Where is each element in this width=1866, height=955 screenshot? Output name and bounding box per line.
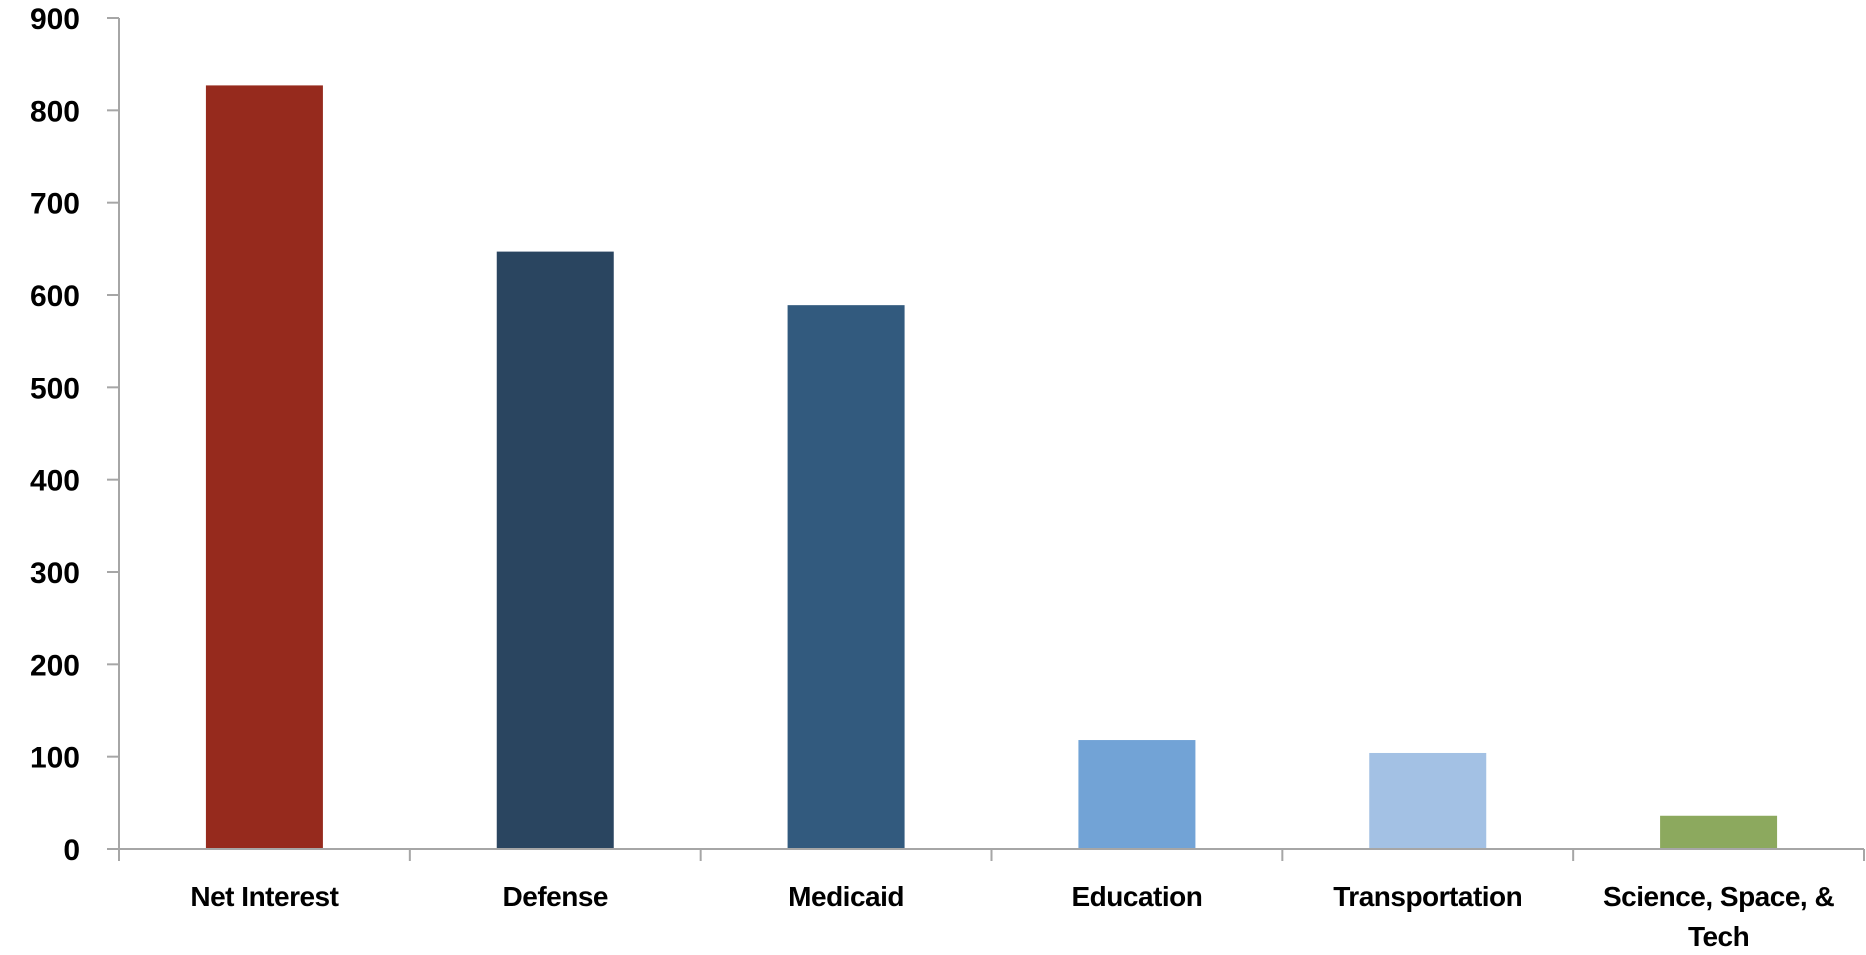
x-category-label: Science, Space, & [1603,881,1834,912]
x-category-label: Education [1071,881,1202,912]
y-tick-label: 900 [30,3,80,36]
y-tick-label: 0 [63,834,80,867]
bar-education [1078,740,1196,849]
y-tick-label: 100 [30,742,80,775]
y-tick-label: 200 [30,649,80,682]
bar-defense [496,251,614,849]
y-axis: 0 100 200 300 400 500 600 700 800 900 [30,3,120,867]
y-tick-label: 400 [30,465,80,498]
y-tick-label: 700 [30,188,80,221]
bar-science-space-tech [1660,815,1778,849]
x-category-label: Defense [503,881,608,912]
x-category-label: Tech [1688,921,1749,952]
x-axis: Net Interest Defense Medicaid Education Tran… [118,848,1865,952]
y-tick-label: 800 [30,95,80,128]
y-tick-label: 300 [30,557,80,590]
x-category-label: Transportation [1333,881,1522,912]
bars [205,85,1778,850]
y-tick-label: 500 [30,372,80,405]
x-category-label: Medicaid [788,881,904,912]
x-category-label: Net Interest [190,881,338,912]
bar-transportation [1369,752,1487,849]
bar-medicaid [787,305,905,849]
y-tick-label: 600 [30,280,80,313]
bar-net-interest [205,85,323,850]
